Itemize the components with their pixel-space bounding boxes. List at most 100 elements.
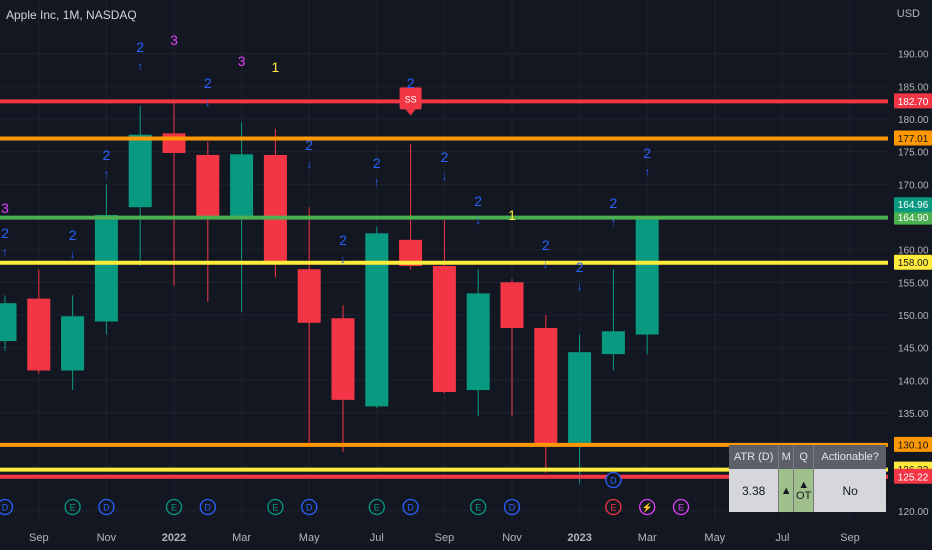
signal-count-label: 2 (373, 155, 381, 171)
ss-marker (399, 87, 422, 110)
price-tag-label: 130.10 (898, 440, 929, 451)
candle-body (297, 269, 321, 323)
signal-count-label: 2 (103, 147, 111, 163)
q-trend-icon: ▲ (798, 478, 810, 491)
up-arrow-icon: ↑ (644, 165, 650, 179)
up-arrow-icon: ↑ (610, 215, 616, 229)
dividend-icon: D (103, 503, 110, 513)
event-badge (503, 498, 521, 516)
earnings-icon: E (272, 503, 278, 513)
m-trend-icon: ▲ (778, 469, 794, 512)
candle-body (128, 134, 152, 208)
time-axis-tick: Sep (29, 532, 49, 544)
time-axis-tick: May (299, 532, 320, 544)
down-arrow-icon: ↓ (340, 252, 346, 266)
signal-count-label: 3 (170, 32, 178, 48)
price-axis-tick: 160.00 (898, 246, 929, 257)
time-axis-tick: 2023 (567, 532, 591, 544)
candle-body (94, 215, 118, 322)
price-tag (894, 436, 932, 452)
current-price-label: 164.96 (898, 200, 929, 211)
time-axis-tick: Nov (97, 532, 117, 544)
dividend-icon: D (2, 503, 9, 513)
signal-count-label: 2 (339, 232, 347, 248)
up-arrow-icon: ↑ (137, 59, 143, 73)
event-badge (267, 498, 284, 516)
earnings-icon: E (475, 503, 481, 513)
down-arrow-icon: ↓ (543, 257, 549, 271)
price-tag-label: 158.00 (898, 258, 929, 269)
price-tag (894, 130, 932, 146)
up-arrow-icon: ↑ (2, 245, 8, 259)
price-axis-tick: 135.00 (898, 409, 929, 420)
signal-count-label: 2 (136, 39, 144, 55)
event-badge (605, 498, 622, 516)
price-axis-tick: 190.00 (898, 50, 929, 61)
price-tag (894, 254, 932, 270)
time-axis-tick: Sep (435, 532, 455, 544)
signal-count-label: 3 (238, 53, 246, 69)
candle-body (432, 265, 456, 393)
price-axis-tick: 180.00 (898, 115, 929, 126)
time-axis-tick: Jul (370, 532, 384, 544)
atr-header: ATR (D) (729, 445, 779, 469)
signal-count-label: 1 (272, 59, 280, 75)
ss-marker-label: SS (405, 94, 417, 104)
candle-body (534, 328, 558, 447)
candle-body (27, 298, 51, 371)
signal-count-label: 2 (610, 195, 618, 211)
price-tag (894, 209, 932, 225)
event-badge (301, 498, 318, 516)
currency-label: USD (896, 8, 920, 20)
atr-table: ATR (D) M Q Actionable? 3.38 ▲ ▲ OT No (729, 445, 886, 512)
signal-count-label: 2 (441, 149, 449, 165)
event-badge (368, 498, 385, 516)
candle-body (263, 154, 287, 265)
dividend-icon: D (306, 503, 313, 513)
candle-body (61, 316, 85, 371)
atr-value: 3.38 (729, 469, 779, 512)
event-badge (64, 498, 81, 516)
signal-count-label: 2 (69, 227, 77, 243)
up-arrow-icon: ↑ (103, 167, 109, 181)
signal-count-label: 2 (305, 137, 313, 153)
signal-count-label: 2 (643, 145, 651, 161)
q-trend-cell: ▲ OT (793, 469, 814, 512)
down-arrow-icon: ↓ (577, 279, 583, 293)
price-tag-label: 177.01 (898, 134, 929, 145)
time-axis-tick: 2022 (162, 532, 186, 544)
down-arrow-icon: ↓ (475, 213, 481, 227)
price-axis-tick: 140.00 (898, 376, 929, 387)
event-badge (639, 498, 656, 516)
actionable-value: No (813, 469, 886, 512)
price-tag (894, 468, 932, 484)
earnings-icon: E (171, 503, 177, 513)
candle-body (399, 239, 423, 266)
split-icon: ⚡ (642, 502, 653, 514)
candle-body (365, 233, 389, 407)
time-axis-tick: Sep (840, 532, 860, 544)
down-arrow-icon: ↓ (70, 247, 76, 261)
q-header: Q (793, 445, 814, 469)
price-tag-label: 125.22 (898, 472, 929, 483)
price-tag (894, 93, 932, 109)
earnings-icon: E (374, 503, 380, 513)
event-badge (402, 498, 419, 516)
event-badge (0, 498, 14, 516)
time-axis-tick: Jul (775, 532, 789, 544)
candle-body (331, 318, 355, 400)
time-axis-tick: May (704, 532, 725, 544)
price-tag-label: 164.90 (898, 213, 929, 224)
price-axis-tick: 155.00 (898, 278, 929, 289)
m-header: M (778, 445, 794, 469)
event-badge (98, 498, 115, 516)
time-axis-tick: Nov (502, 532, 522, 544)
time-axis-tick: Mar (638, 532, 657, 544)
price-tag-label: 182.70 (898, 97, 929, 108)
signal-count-label: 2 (204, 75, 212, 91)
signal-count-label: 3 (1, 200, 9, 216)
price-axis-tick: 170.00 (898, 180, 929, 191)
earnings-icon: E (70, 503, 76, 513)
signal-count-label: 2 (474, 193, 482, 209)
